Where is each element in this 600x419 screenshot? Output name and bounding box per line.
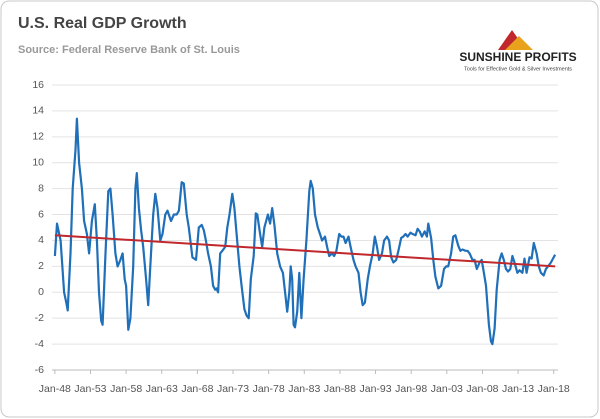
y-tick-label: -4 bbox=[35, 338, 44, 350]
x-tick-label: Jan-53 bbox=[74, 383, 106, 395]
x-tick-label: Jan-58 bbox=[110, 383, 142, 395]
x-tick-label: Jan-83 bbox=[288, 383, 320, 395]
y-tick-label: 12 bbox=[32, 131, 44, 143]
logo: SUNSHINE PROFITS Tools for Effective Gol… bbox=[459, 30, 577, 72]
x-tick-label: Jan-93 bbox=[360, 383, 392, 395]
x-tick-label: Jan-88 bbox=[324, 383, 356, 395]
y-tick-label: 6 bbox=[38, 208, 44, 220]
y-tick-label: 14 bbox=[32, 105, 44, 117]
y-tick-label: 4 bbox=[38, 234, 44, 246]
x-tick-label: Jan-63 bbox=[146, 383, 178, 395]
x-tick-label: Jan-03 bbox=[431, 383, 463, 395]
x-tick-label: Jan-13 bbox=[502, 383, 534, 395]
logo-name: SUNSHINE PROFITS bbox=[459, 50, 576, 64]
y-tick-label: -6 bbox=[35, 364, 44, 376]
trend-line bbox=[54, 234, 556, 268]
chart-subtitle: Source: Federal Reserve Bank of St. Loui… bbox=[18, 44, 240, 56]
x-tick-label: Jan-78 bbox=[253, 383, 285, 395]
y-tick-label: 2 bbox=[38, 260, 44, 272]
logo-tagline: Tools for Effective Gold & Silver Invest… bbox=[464, 66, 572, 72]
x-tick-label: Jan-18 bbox=[538, 383, 570, 395]
y-tick-label: 16 bbox=[32, 79, 44, 91]
y-tick-label: 0 bbox=[38, 286, 44, 298]
logo-icon bbox=[505, 36, 533, 50]
data-line bbox=[53, 117, 557, 346]
chart-title: U.S. Real GDP Growth bbox=[18, 15, 187, 32]
x-tick-label: Jan-98 bbox=[395, 383, 427, 395]
x-tick-label: Jan-73 bbox=[217, 383, 249, 395]
x-tick-label: Jan-68 bbox=[181, 383, 213, 395]
y-tick-label: -2 bbox=[35, 312, 44, 324]
y-tick-label: 8 bbox=[38, 182, 44, 194]
x-tick-label: Jan-08 bbox=[466, 383, 498, 395]
x-tick-label: Jan-48 bbox=[39, 383, 71, 395]
y-tick-label: 10 bbox=[32, 157, 44, 169]
